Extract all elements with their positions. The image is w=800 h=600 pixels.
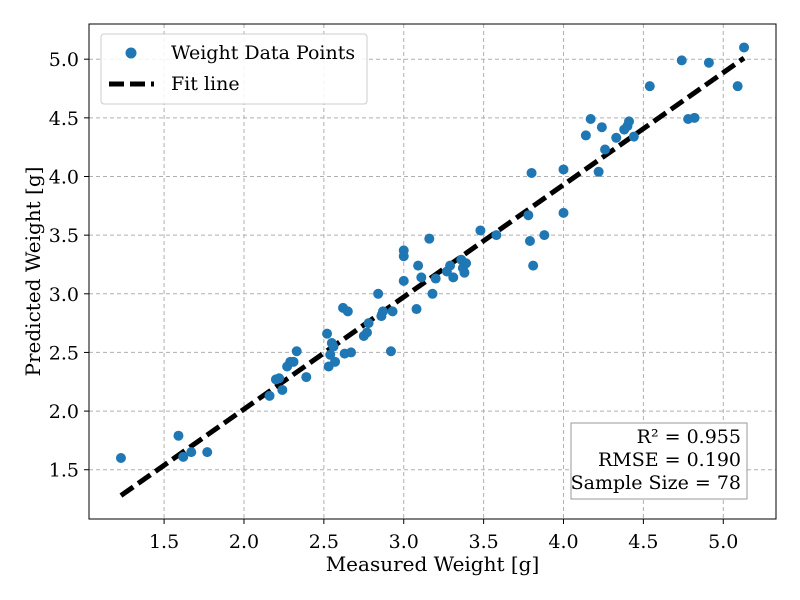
- stats-r-squared: R² = 0.955: [637, 426, 741, 448]
- legend-box: [100, 33, 368, 105]
- y-tick-label: 5.0: [49, 49, 79, 71]
- data-point: [732, 81, 743, 92]
- data-point: [475, 225, 486, 236]
- data-point: [558, 164, 569, 175]
- data-point: [178, 451, 189, 462]
- data-point: [115, 453, 126, 464]
- data-point: [202, 447, 213, 458]
- x-axis-label: Measured Weight [g]: [326, 552, 540, 576]
- y-tick-label: 4.5: [49, 108, 79, 130]
- x-tick-label: 4.0: [548, 531, 578, 553]
- data-point: [322, 328, 333, 339]
- data-point: [413, 260, 424, 271]
- x-tick-label: 1.5: [149, 531, 179, 553]
- data-point: [491, 230, 502, 241]
- data-point: [288, 356, 299, 367]
- data-point: [524, 236, 535, 247]
- data-point: [526, 167, 537, 178]
- plot-frame: [88, 23, 777, 520]
- data-point: [363, 318, 374, 329]
- stats-sample-size: Sample Size = 78: [571, 472, 741, 494]
- data-point: [558, 207, 569, 218]
- data-point: [424, 233, 435, 244]
- data-point: [580, 130, 591, 141]
- legend-marker-scatter: [125, 47, 137, 59]
- data-point: [739, 42, 750, 53]
- data-point: [611, 132, 622, 143]
- data-point: [346, 347, 357, 358]
- data-point: [448, 272, 459, 283]
- data-point: [703, 57, 714, 68]
- data-point: [173, 430, 184, 441]
- data-point: [445, 260, 456, 271]
- legend-entry-weight-data-points: Weight Data Points: [171, 42, 355, 64]
- y-tick-label: 3.0: [49, 284, 79, 306]
- y-tick-label: 2.5: [49, 342, 79, 364]
- stats-rmse: RMSE = 0.190: [598, 449, 741, 471]
- x-tick-label: 5.0: [708, 531, 738, 553]
- x-tick-label: 3.0: [389, 531, 419, 553]
- data-point: [628, 131, 639, 142]
- data-point: [325, 349, 336, 360]
- data-point: [385, 346, 396, 357]
- data-point: [523, 210, 534, 221]
- data-point: [624, 116, 635, 127]
- x-tick-label: 4.5: [628, 531, 658, 553]
- x-tick-label: 3.5: [469, 531, 499, 553]
- legend-entry-fit-line: Fit line: [171, 73, 240, 95]
- data-point: [459, 267, 470, 278]
- axis-ticks: 1.5 2.0 2.5 3.0 3.5 4.0 4.5 5.0 1.5 2.0 2.5 3.0 3.5 4…: [49, 49, 739, 553]
- data-point: [330, 356, 341, 367]
- data-point: [430, 273, 441, 284]
- data-point: [274, 373, 285, 384]
- data-point: [689, 112, 700, 123]
- data-point: [264, 390, 275, 401]
- data-point: [361, 327, 372, 338]
- x-tick-label: 2.5: [309, 531, 339, 553]
- data-point: [585, 114, 596, 125]
- data-point: [593, 166, 604, 177]
- data-point: [277, 384, 288, 395]
- legend: Weight Data Points Fit line: [100, 33, 368, 105]
- y-axis-label: Predicted Weight [g]: [21, 167, 45, 377]
- stats-box: [570, 422, 748, 500]
- data-point: [600, 144, 611, 155]
- data-point: [461, 258, 472, 269]
- data-point: [416, 272, 427, 283]
- data-point: [411, 304, 422, 315]
- stats-annotation: R² = 0.955 RMSE = 0.190 Sample Size = 78: [570, 422, 748, 500]
- data-points: [115, 42, 750, 464]
- data-point: [676, 55, 687, 66]
- grid: [89, 24, 776, 519]
- y-tick-label: 2.0: [49, 401, 79, 423]
- data-point: [377, 306, 388, 317]
- data-point: [291, 346, 302, 357]
- data-point: [427, 288, 438, 299]
- y-tick-label: 3.5: [49, 225, 79, 247]
- data-point: [328, 341, 339, 352]
- data-point: [398, 251, 409, 262]
- data-point: [596, 122, 607, 133]
- data-point: [373, 288, 384, 299]
- data-point: [186, 447, 197, 458]
- data-point: [387, 306, 398, 317]
- y-tick-label: 1.5: [49, 460, 79, 482]
- data-point: [539, 230, 550, 241]
- data-point: [528, 260, 539, 271]
- x-tick-label: 2.0: [229, 531, 259, 553]
- data-point: [644, 81, 655, 92]
- y-tick-label: 4.0: [49, 166, 79, 188]
- data-point: [342, 306, 353, 317]
- data-point: [398, 275, 409, 286]
- data-point: [301, 372, 312, 383]
